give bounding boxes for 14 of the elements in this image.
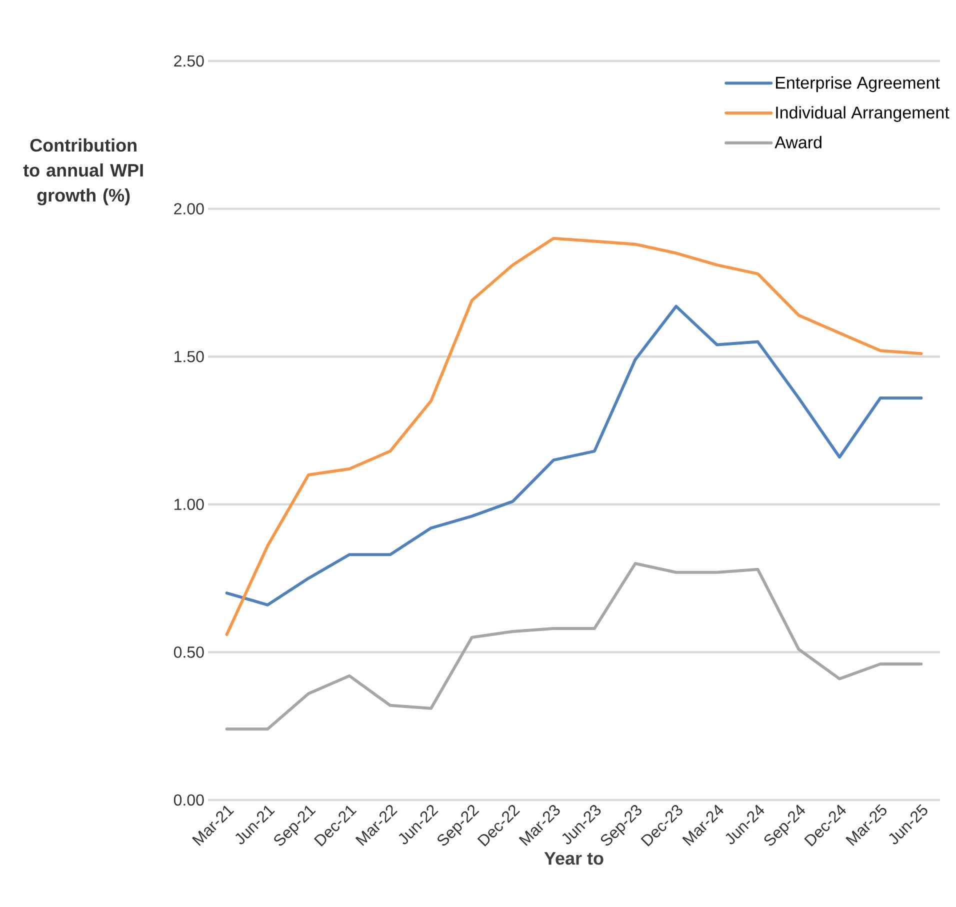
y-axis-title: Contribution to annual WPI growth (%) <box>23 138 143 206</box>
y-tick-label: 1.00 <box>174 498 204 510</box>
y-tick-label: 2.00 <box>174 203 204 214</box>
x-axis-title: Year to <box>544 852 604 865</box>
y-tick-label: 1.50 <box>174 350 204 362</box>
legend-label: Enterprise Agreement <box>776 76 940 92</box>
legend-label: Award <box>774 136 822 148</box>
y-tick-label: 2.50 <box>174 55 204 67</box>
y-tick-label: 0.50 <box>174 646 204 658</box>
legend-label: Individual Arrangement <box>776 106 950 122</box>
y-tick-label: 0.00 <box>174 794 204 806</box>
line-series <box>225 562 923 731</box>
line-series <box>225 236 923 636</box>
line-series <box>225 304 923 606</box>
